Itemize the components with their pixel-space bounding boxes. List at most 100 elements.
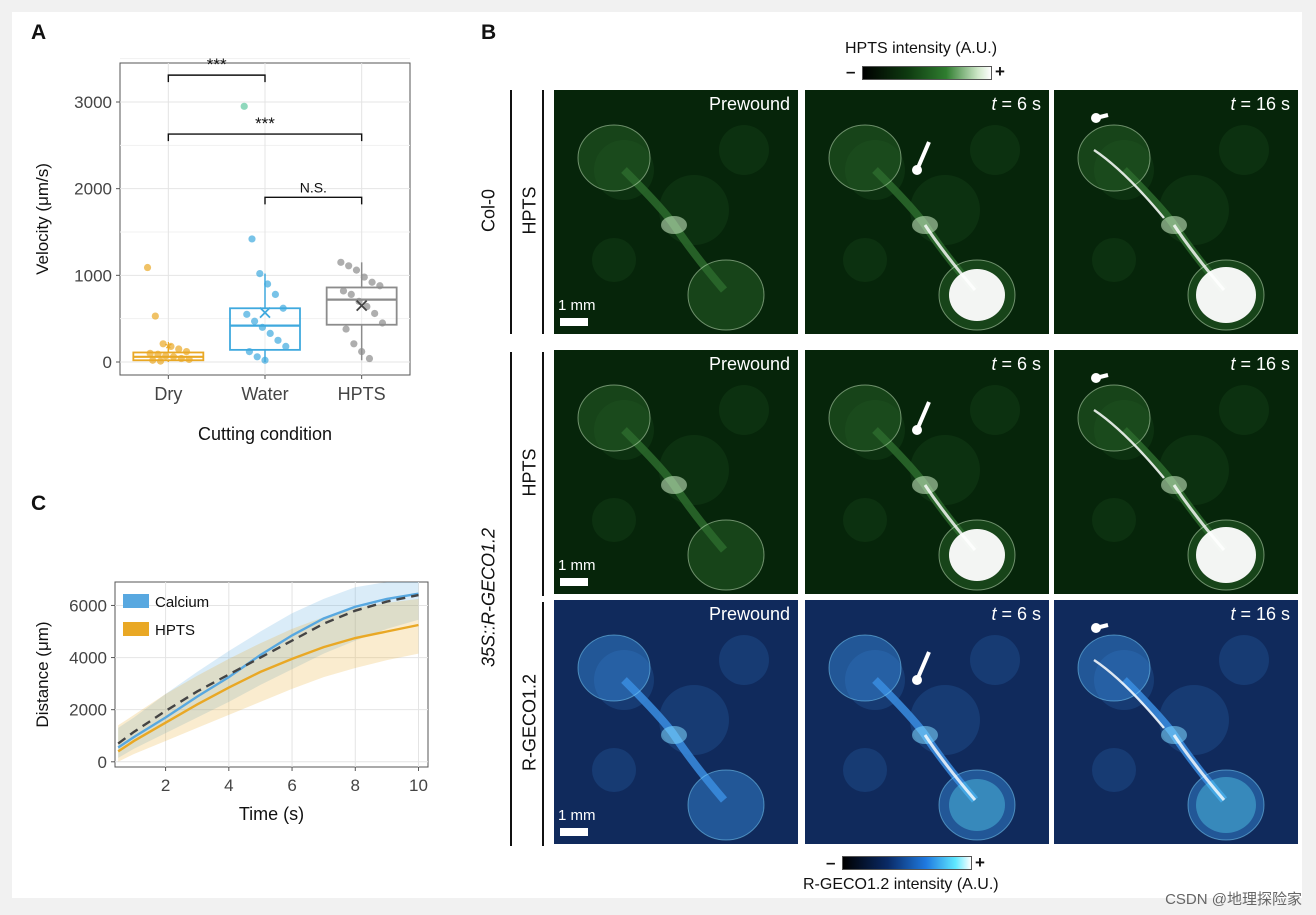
watermark: CSDN @地理探险家 [1165, 891, 1302, 908]
leaf-center [661, 476, 687, 494]
row1-outer-label: Col-0 [478, 189, 499, 233]
seedling-drawing [1077, 373, 1269, 591]
row1-outer-line [510, 90, 512, 334]
time-tag-text: = 16 s [1235, 94, 1290, 114]
leaf-upper [577, 634, 651, 702]
background-blob [1219, 125, 1269, 175]
confidence-band-calcium [118, 582, 419, 758]
legend-swatch [123, 622, 149, 636]
data-point [355, 297, 363, 305]
data-point [177, 354, 185, 363]
hpts-colorbar [862, 66, 992, 80]
data-point [251, 317, 259, 325]
seedling-drawing [828, 634, 1020, 841]
wound-glow [1196, 777, 1256, 833]
arrow-head [912, 425, 922, 435]
row1-inner-line [542, 90, 544, 334]
data-point [339, 287, 348, 295]
time-tag-text: Prewound [708, 94, 790, 114]
leaf-lower [687, 769, 765, 841]
background-blob [1092, 748, 1136, 792]
micrograph-r2-c3: t = 16 s [1054, 350, 1298, 594]
y-tick-label: 0 [103, 353, 112, 372]
signal-trace [1172, 224, 1226, 291]
data-point [169, 353, 178, 361]
data-point [345, 262, 353, 270]
micrograph-r3-c2: t = 6 s [805, 600, 1049, 844]
significance-label: *** [255, 114, 275, 133]
background-blob [1159, 435, 1229, 505]
rgeco-colorbar-plus: + [975, 853, 985, 872]
background-blob [719, 125, 769, 175]
data-point [243, 310, 251, 318]
background-blob [843, 498, 887, 542]
time-tag: t = 6 s [991, 94, 1041, 115]
row1-inner-label: HPTS [519, 186, 540, 235]
x-axis-label: Time (s) [239, 804, 304, 824]
arrow-head [1091, 113, 1101, 123]
time-tag-text: = 6 s [996, 354, 1041, 374]
time-tag: t = 6 s [991, 354, 1041, 375]
data-point [159, 340, 167, 348]
micrograph-r3-c3: t = 16 s [1054, 600, 1298, 844]
arrow-head [912, 675, 922, 685]
seedling-drawing [577, 124, 769, 331]
data-point [371, 309, 379, 318]
leaf-upper [1077, 124, 1151, 192]
wound-glow [1196, 527, 1256, 583]
y-tick-label: 6000 [69, 596, 107, 615]
scale-bar [560, 578, 588, 586]
data-point [253, 353, 261, 361]
distance-line-chart: 0 2000 4000 6000 2 4 6 8 10 Distance (μm) Time (s)… [33, 581, 429, 824]
background-blob [719, 385, 769, 435]
seedling-drawing [1077, 113, 1269, 331]
time-tag: Prewound [709, 354, 790, 375]
panel-label-a: A [31, 21, 47, 44]
data-point [167, 342, 175, 350]
time-symbol: t [1230, 604, 1236, 624]
significance-label: *** [207, 55, 227, 74]
velocity-boxplot: 0 1000 2000 3000 Dry Water HPTS Velocity (μm/s)… [33, 55, 411, 444]
background-blob [659, 685, 729, 755]
panel-label-b: B [481, 21, 497, 44]
leaf-upper [577, 384, 651, 452]
data-point [151, 312, 159, 320]
background-blob [592, 238, 636, 282]
background-blob [843, 748, 887, 792]
panel-label-c: C [31, 492, 47, 515]
rgeco-colorbar-title: R-GECO1.2 intensity (A.U.) [803, 876, 999, 893]
data-point [185, 355, 193, 363]
scale-label: 1 mm [558, 557, 596, 574]
y-tick-label: 1000 [74, 266, 112, 285]
data-point [154, 350, 162, 358]
seedling-drawing [577, 384, 769, 591]
micrograph-r1-c3: t = 16 s [1054, 90, 1298, 334]
signal-trace [923, 734, 977, 801]
data-point [156, 357, 165, 365]
leaf-upper [1077, 634, 1151, 702]
seedling-drawing [577, 634, 769, 841]
y-tick-label: 4000 [69, 649, 107, 668]
data-point [256, 270, 264, 278]
data-point [175, 345, 183, 353]
background-blob [659, 175, 729, 245]
background-blob [592, 498, 636, 542]
background-blob [1219, 385, 1269, 435]
time-symbol: t [991, 604, 997, 624]
hpts-colorbar-plus: + [995, 62, 1005, 81]
leaf-upper [828, 634, 902, 702]
data-point [337, 258, 345, 266]
time-symbol: t [1230, 94, 1236, 114]
wound-glow [949, 269, 1005, 321]
signal-trace [1172, 734, 1226, 801]
wound-glow [1196, 267, 1256, 323]
leaf-lower [687, 519, 765, 591]
data-point [368, 278, 376, 286]
leaf-center [661, 216, 687, 234]
legend-swatch [123, 594, 149, 608]
background-blob [659, 435, 729, 505]
legend-label: HPTS [155, 622, 195, 639]
background-blob [592, 748, 636, 792]
row3-inner-label: R-GECO1.2 [519, 673, 540, 772]
